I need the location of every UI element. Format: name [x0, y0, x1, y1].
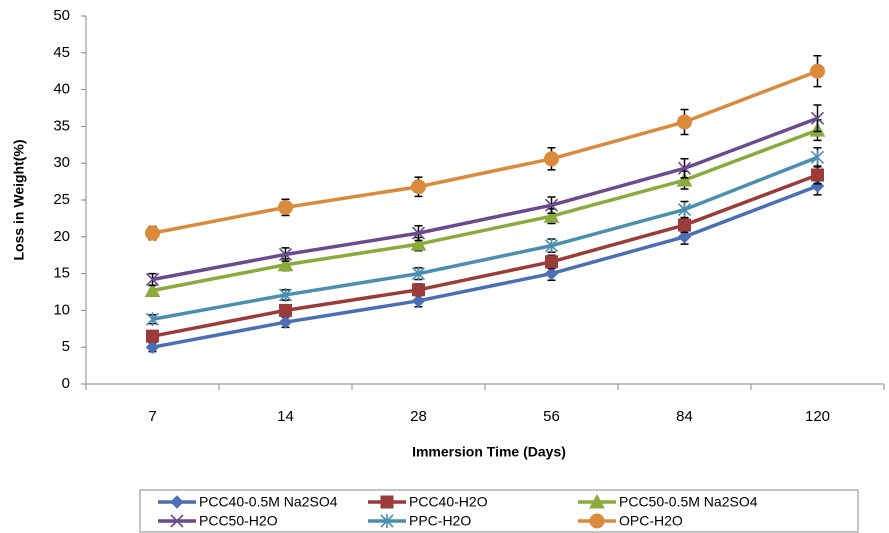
x-tick-label: 84	[676, 408, 693, 425]
marker	[543, 208, 560, 223]
marker	[676, 172, 693, 187]
marker	[411, 226, 426, 240]
marker	[170, 514, 184, 528]
legend-label: PCC40-0.5M Na2SO4	[199, 494, 338, 510]
marker	[411, 179, 426, 195]
series-line	[152, 128, 819, 293]
marker	[810, 63, 825, 79]
marker	[810, 150, 825, 165]
y-tick-label: 45	[53, 44, 70, 61]
marker	[278, 287, 293, 302]
marker	[678, 218, 691, 232]
series	[145, 54, 825, 241]
marker	[277, 256, 294, 272]
y-tick-label: 35	[53, 117, 70, 134]
legend-box	[139, 489, 859, 533]
x-tick-label: 120	[805, 408, 830, 425]
x-tick-label: 56	[543, 408, 560, 425]
y-tick-label: 20	[53, 228, 70, 245]
marker	[278, 247, 293, 262]
marker	[589, 513, 605, 529]
x-tick-label: 14	[277, 408, 294, 425]
x-tick-label: 7	[148, 408, 156, 425]
marker	[145, 225, 160, 241]
marker	[380, 495, 394, 509]
marker	[544, 151, 559, 167]
marker	[145, 340, 160, 354]
marker	[411, 294, 426, 308]
marker	[677, 161, 692, 175]
y-tick-label: 50	[53, 7, 70, 24]
marker	[380, 514, 394, 528]
y-tick-label: 25	[53, 191, 70, 208]
marker	[412, 283, 425, 297]
series-line	[152, 116, 819, 282]
marker	[411, 266, 426, 281]
marker	[544, 198, 559, 212]
marker	[677, 114, 692, 130]
series	[145, 176, 825, 354]
marker	[544, 266, 559, 281]
marker	[170, 495, 184, 509]
y-axis-title: Loss in Weight(%)	[11, 139, 27, 260]
series-line	[152, 173, 819, 338]
marker	[410, 236, 427, 251]
marker	[810, 111, 825, 125]
y-tick-label: 5	[62, 338, 70, 355]
marker	[677, 230, 692, 244]
y-tick-label: 30	[53, 154, 70, 171]
series	[144, 119, 826, 298]
series-line	[152, 155, 819, 321]
series	[145, 104, 825, 287]
legend-label: OPC-H2O	[619, 513, 683, 529]
y-tick-label: 10	[53, 301, 70, 318]
marker	[811, 168, 824, 182]
series	[146, 165, 824, 343]
marker	[545, 255, 558, 269]
legend-label: PCC40-H2O	[409, 494, 488, 510]
marker	[677, 202, 692, 217]
x-axis-title: Immersion Time (Days)	[412, 444, 566, 460]
legend-label: PPC-H2O	[409, 513, 471, 529]
marker	[146, 329, 159, 343]
marker	[589, 493, 605, 509]
marker	[144, 282, 161, 298]
marker	[278, 199, 293, 215]
series-line	[152, 69, 819, 235]
y-tick-label: 0	[62, 375, 70, 392]
series-line	[152, 184, 819, 349]
y-tick-label: 40	[53, 81, 70, 98]
y-tick-label: 15	[53, 265, 70, 282]
series	[145, 146, 825, 327]
marker	[278, 315, 293, 329]
legend-label: PCC50-0.5M Na2SO4	[619, 494, 758, 510]
marker	[145, 312, 160, 327]
legend-label: PCC50-H2O	[199, 513, 278, 529]
marker	[145, 272, 160, 287]
marker	[279, 303, 292, 317]
marker	[544, 238, 559, 253]
x-tick-label: 28	[410, 408, 427, 425]
